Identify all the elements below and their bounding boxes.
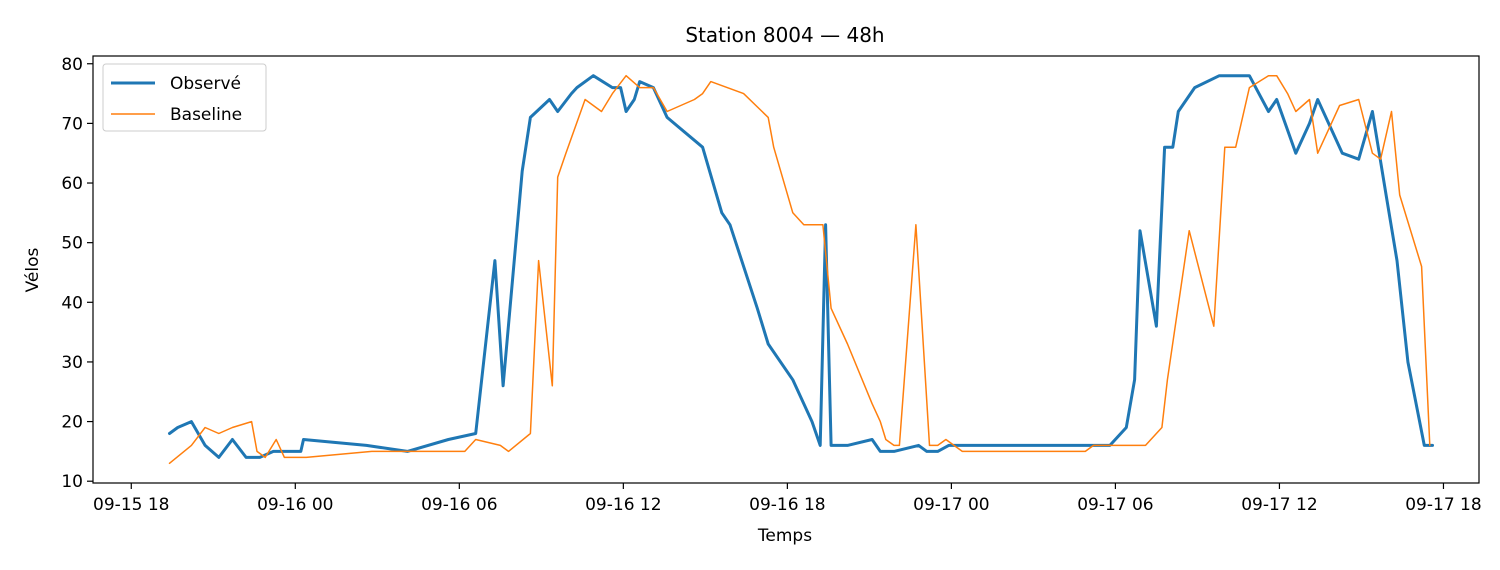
x-tick-label: 09-17 00 (913, 495, 989, 515)
y-tick-label: 70 (61, 114, 83, 134)
y-tick-label: 30 (61, 353, 83, 373)
x-tick-label: 09-16 00 (257, 495, 333, 515)
x-tick-label: 09-17 06 (1077, 495, 1153, 515)
series-layer (168, 74, 1434, 465)
x-axis: 09-15 18 09-16 00 09-16 06 09-16 12 09-16 18… (93, 483, 1482, 515)
x-tick-label: 09-16 18 (749, 495, 825, 515)
y-axis-label: Vélos (23, 247, 43, 292)
legend-label-observe: Observé (170, 74, 241, 94)
series-line-observe (168, 74, 1434, 459)
y-tick-label: 80 (61, 55, 83, 75)
x-tick-label: 09-17 12 (1241, 495, 1317, 515)
y-tick-label: 20 (61, 413, 83, 433)
chart-title: Station 8004 — 48h (685, 23, 884, 47)
plot-frame (92, 55, 1480, 484)
x-axis-label: Temps (757, 526, 812, 546)
y-tick-label: 60 (61, 174, 83, 194)
legend-label-baseline: Baseline (170, 105, 242, 125)
plot-area (93, 56, 1479, 483)
x-tick-label: 09-16 06 (421, 495, 497, 515)
y-axis: 10 20 30 40 50 60 70 80 (61, 55, 93, 492)
legend: Observé Baseline (102, 63, 267, 132)
x-tick-label: 09-16 12 (585, 495, 661, 515)
y-tick-label: 10 (61, 472, 83, 492)
series-line-baseline (168, 74, 1431, 465)
y-tick-label: 40 (61, 293, 83, 313)
x-tick-label: 09-15 18 (93, 495, 169, 515)
y-tick-label: 50 (61, 234, 83, 254)
x-tick-label: 09-17 18 (1405, 495, 1481, 515)
